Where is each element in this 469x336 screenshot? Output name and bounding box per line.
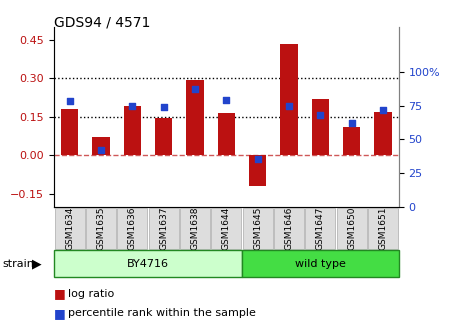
Bar	[180, 208, 210, 249]
Text: GSM1644: GSM1644	[222, 207, 231, 250]
Text: percentile rank within the sample: percentile rank within the sample	[68, 308, 256, 319]
Bar	[374, 112, 392, 155]
Text: GSM1636: GSM1636	[128, 207, 137, 250]
Bar	[124, 107, 141, 155]
Bar	[280, 44, 298, 155]
Text: GSM1634: GSM1634	[65, 207, 74, 250]
Text: GSM1647: GSM1647	[316, 207, 325, 250]
Text: wild type: wild type	[295, 259, 346, 269]
Point	[254, 157, 261, 162]
Bar	[337, 208, 367, 249]
Point	[222, 97, 230, 103]
Text: ■: ■	[54, 288, 70, 300]
Text: GSM1638: GSM1638	[190, 207, 199, 250]
Text: ■: ■	[54, 307, 70, 320]
Bar	[86, 208, 116, 249]
Bar	[312, 99, 329, 155]
Bar	[54, 250, 242, 277]
Bar	[117, 208, 147, 249]
Text: GSM1637: GSM1637	[159, 207, 168, 250]
Bar	[368, 208, 398, 249]
Bar	[92, 137, 110, 155]
Point	[348, 120, 356, 126]
Bar	[249, 155, 266, 186]
Bar	[61, 109, 78, 155]
Bar	[212, 208, 241, 249]
Bar	[54, 208, 84, 249]
Bar	[305, 208, 335, 249]
Bar	[274, 208, 304, 249]
Point	[160, 104, 167, 110]
Text: BY4716: BY4716	[127, 259, 169, 269]
Text: GSM1651: GSM1651	[378, 207, 387, 250]
Bar	[218, 113, 235, 155]
Text: GSM1650: GSM1650	[347, 207, 356, 250]
Point	[97, 147, 105, 153]
Point	[379, 107, 387, 112]
Bar	[186, 80, 204, 155]
Bar	[155, 118, 172, 155]
Point	[285, 103, 293, 108]
Bar	[242, 250, 399, 277]
Text: log ratio: log ratio	[68, 289, 114, 299]
Point	[191, 87, 199, 92]
Point	[66, 99, 73, 104]
Text: strain: strain	[2, 259, 34, 269]
Point	[317, 112, 324, 118]
Text: GSM1645: GSM1645	[253, 207, 262, 250]
Text: GSM1646: GSM1646	[285, 207, 294, 250]
Bar	[242, 208, 272, 249]
Text: GSM1635: GSM1635	[97, 207, 106, 250]
Point	[129, 103, 136, 108]
Bar	[149, 208, 179, 249]
Text: GDS94 / 4571: GDS94 / 4571	[54, 15, 150, 29]
Text: ▶: ▶	[31, 257, 41, 270]
Bar	[343, 127, 360, 155]
